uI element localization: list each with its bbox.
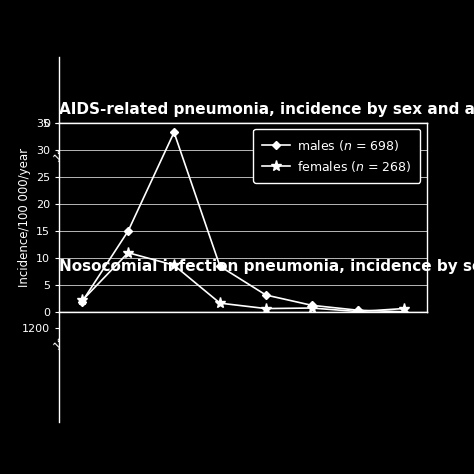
females ($n$ = 268) xyxy=(79,298,85,303)
females ($n$ = 268) xyxy=(171,262,177,268)
Line: females ($n$ = 268): females ($n$ = 268) xyxy=(77,247,409,317)
females ($n$ = 268) xyxy=(125,250,131,255)
Line: males ($n$ = 698): males ($n$ = 698) xyxy=(79,129,407,315)
Legend: males ($n$ = 698), females ($n$ = 268): males ($n$ = 698), females ($n$ = 268) xyxy=(254,129,420,182)
males ($n$ = 698) xyxy=(171,129,177,135)
Text: Nosocomial infection pneumonia, incidence by sex and age: Nosocomial infection pneumonia, incidenc… xyxy=(59,259,474,274)
females ($n$ = 268) xyxy=(309,305,315,311)
males ($n$ = 698) xyxy=(79,299,85,304)
males ($n$ = 698) xyxy=(355,307,361,313)
females ($n$ = 268) xyxy=(263,306,269,311)
males ($n$ = 698) xyxy=(125,228,131,234)
females ($n$ = 268) xyxy=(355,309,361,314)
females ($n$ = 268) xyxy=(217,301,223,306)
males ($n$ = 698) xyxy=(263,292,269,298)
males ($n$ = 698) xyxy=(217,264,223,269)
males ($n$ = 698) xyxy=(309,302,315,308)
females ($n$ = 268) xyxy=(401,306,407,311)
Y-axis label: Incidence/100 000/year: Incidence/100 000/year xyxy=(18,148,30,287)
Text: AIDS-related pneumonia, incidence by sex and age: AIDS-related pneumonia, incidence by sex… xyxy=(59,102,474,117)
males ($n$ = 698) xyxy=(401,309,407,315)
